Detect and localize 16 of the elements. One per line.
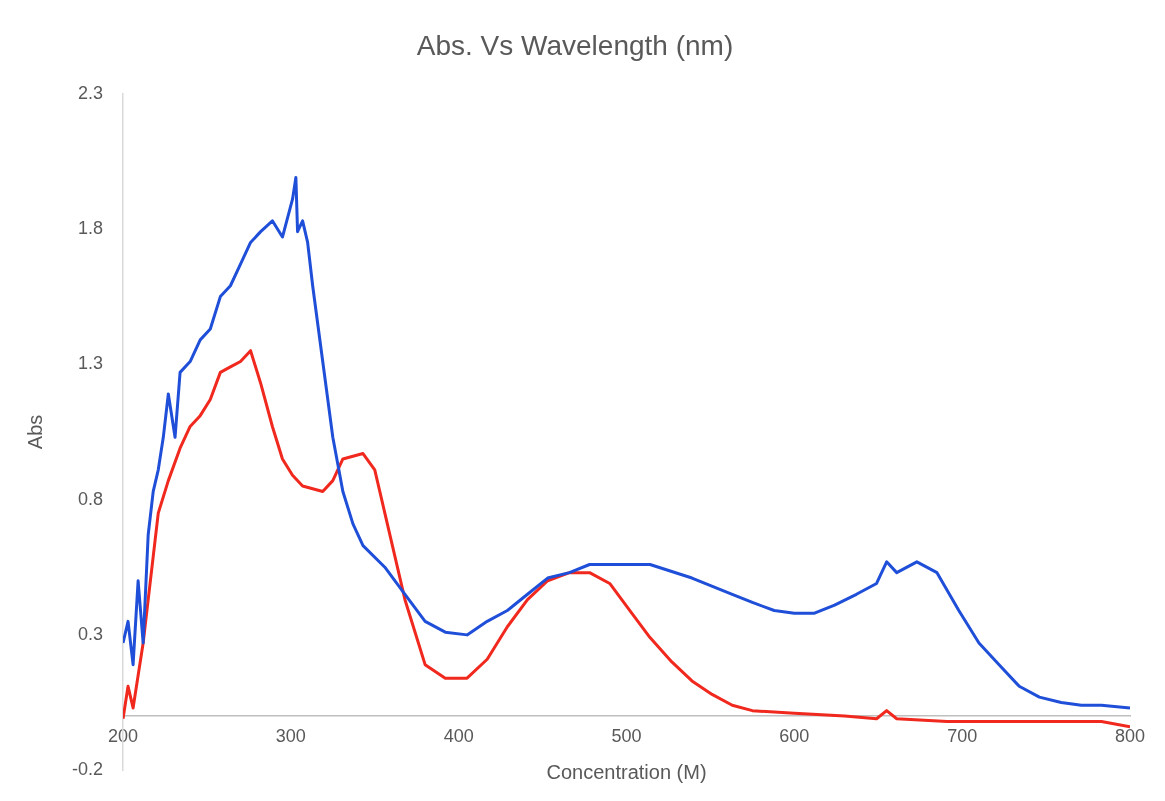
- y-tick-label: 0.3: [77, 623, 104, 644]
- x-tick-label: 800: [1114, 725, 1146, 746]
- x-tick-label: 500: [611, 725, 642, 746]
- y-axis-title: Abs: [23, 414, 46, 450]
- x-tick-label: 600: [779, 725, 810, 746]
- x-axis-title: Concentration (M): [546, 761, 707, 784]
- y-tick-label: -0.2: [71, 759, 104, 780]
- x-tick-label: 200: [107, 725, 139, 746]
- y-tick-label: 1.8: [77, 217, 104, 238]
- y-tick-label: 2.3: [77, 82, 104, 103]
- x-tick-label: 700: [947, 725, 978, 746]
- x-tick-label: 400: [443, 725, 474, 746]
- y-tick-label: 0.8: [77, 488, 104, 509]
- chart-title: Abs. Vs Wavelength (nm): [416, 29, 734, 61]
- x-tick-label: 300: [275, 725, 306, 746]
- y-tick-label: 1.3: [77, 353, 104, 374]
